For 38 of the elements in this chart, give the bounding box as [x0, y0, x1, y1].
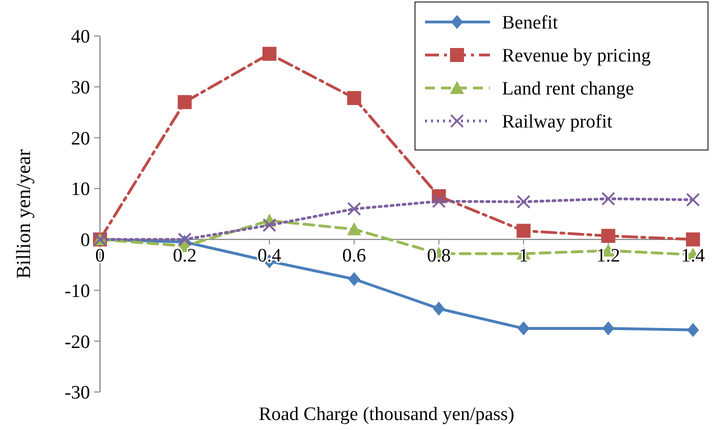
y-tick-label: 0 — [80, 230, 90, 252]
point — [262, 218, 276, 232]
point — [262, 46, 276, 61]
y-tick-label: -30 — [64, 382, 90, 404]
y-tick-label: 30 — [71, 78, 90, 99]
x-tick-label: 0.8 — [426, 245, 451, 266]
x-axis-title: Road Charge (thousand yen/pass) — [258, 404, 514, 425]
legend-label: Railway profit — [502, 112, 613, 133]
x-tick-label: 1.4 — [681, 245, 706, 266]
legend-label: Benefit — [502, 12, 559, 34]
legend-label: Land rent change — [502, 78, 634, 100]
y-axis-title: Billion yen/year — [13, 148, 35, 279]
y-tick-label: -20 — [64, 332, 90, 353]
x-tick-label: 0 — [95, 245, 105, 266]
point — [686, 232, 700, 246]
point — [432, 194, 446, 208]
point — [347, 91, 362, 106]
y-tick-label: 20 — [71, 128, 90, 150]
x-tick-label: 0.2 — [172, 245, 197, 266]
y-tick-label: -10 — [64, 280, 90, 302]
point — [516, 194, 530, 209]
legend-label: Revenue by pricing — [502, 46, 652, 67]
y-tick-label: 40 — [71, 26, 90, 48]
point — [432, 302, 445, 316]
point — [347, 222, 362, 236]
y-tick-label: 10 — [71, 179, 90, 200]
point — [601, 228, 616, 243]
point — [602, 321, 614, 336]
point — [516, 224, 531, 238]
point — [518, 321, 530, 336]
point — [348, 272, 360, 286]
point — [178, 95, 192, 110]
point — [686, 192, 700, 207]
point — [178, 232, 192, 246]
point — [347, 202, 362, 216]
point — [601, 192, 616, 206]
point — [687, 322, 699, 337]
x-tick-label: 0.6 — [342, 245, 366, 266]
